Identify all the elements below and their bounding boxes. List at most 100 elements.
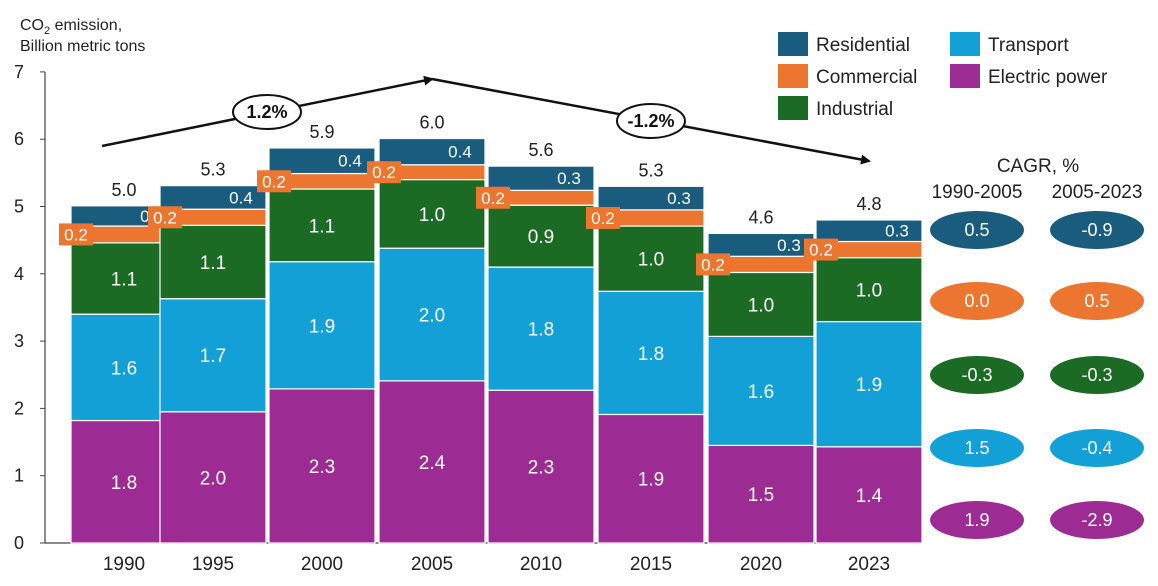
data-label-electric: 1.9 xyxy=(638,470,664,491)
bar-segment-residential xyxy=(487,165,595,191)
commercial-label-box xyxy=(696,253,730,276)
x-tick-label: 2010 xyxy=(520,554,562,575)
data-label-industrial: 1.0 xyxy=(856,281,882,302)
cagr-value-commercial: 0.5 xyxy=(1084,291,1109,311)
legend-swatch-industrial xyxy=(778,96,808,120)
cagr-value-electric: -2.9 xyxy=(1081,510,1112,530)
legend-label-electric: Electric power xyxy=(988,67,1108,88)
bar-segment-electric xyxy=(378,380,486,544)
cagr-pill-industrial xyxy=(930,356,1024,394)
y-tick-label: 6 xyxy=(14,129,24,149)
cagr-value-residential: -0.9 xyxy=(1081,220,1112,240)
bar-total-label: 5.3 xyxy=(200,160,225,180)
legend: Residential Transport Commercial Electric p… xyxy=(778,32,1108,120)
cagr-pill-residential xyxy=(1050,211,1144,249)
commercial-label-box xyxy=(804,238,838,261)
bar-total-label: 5.0 xyxy=(111,180,136,200)
data-label-residential: 0.4 xyxy=(448,143,472,162)
y-tick-label: 3 xyxy=(14,331,24,351)
x-tick-label: 2005 xyxy=(411,554,453,575)
bar-segment-transport xyxy=(378,247,486,382)
cagr-value-electric: 1.9 xyxy=(964,510,989,530)
trend-annotation-2-label: -1.2% xyxy=(627,111,674,131)
x-tick-label: 1990 xyxy=(103,554,145,575)
x-tick-label: 2000 xyxy=(301,554,343,575)
data-label-commercial: 0.2 xyxy=(372,163,396,182)
data-label-industrial: 1.1 xyxy=(200,253,226,274)
data-label-transport: 1.8 xyxy=(528,320,554,341)
bar-segment-electric xyxy=(268,388,376,544)
cagr-value-transport: -0.4 xyxy=(1081,438,1112,458)
data-label-electric: 1.5 xyxy=(748,485,774,506)
commercial-label-box xyxy=(148,206,182,229)
bar-segment-residential xyxy=(815,219,923,243)
bars: 1.81.61.10.20.35.02.01.71.10.20.45.32.31… xyxy=(59,113,923,544)
cagr-column-header: 1990-2005 xyxy=(932,182,1023,203)
bar-segment-transport xyxy=(707,335,815,447)
legend-label-residential: Residential xyxy=(816,35,910,56)
data-label-commercial: 0.2 xyxy=(64,225,88,244)
data-label-residential: 0.4 xyxy=(229,188,253,207)
bar-segment-transport xyxy=(597,290,705,416)
cagr-pill-transport xyxy=(1050,429,1144,467)
data-label-transport: 1.6 xyxy=(111,358,137,379)
commercial-label-box xyxy=(367,161,401,184)
bar-segment-transport xyxy=(70,313,178,422)
cagr-column-header: 2005-2023 xyxy=(1052,182,1143,203)
bar-total-label: 5.6 xyxy=(528,140,553,160)
data-label-industrial: 0.9 xyxy=(528,227,554,248)
data-label-transport: 2.0 xyxy=(419,306,445,327)
y-axis-label-line2: Billion metric tons xyxy=(20,38,145,55)
data-label-commercial: 0.2 xyxy=(262,172,286,191)
bar-segment-residential xyxy=(159,185,267,210)
bar-segment-industrial xyxy=(815,257,923,323)
commercial-label-box xyxy=(476,186,510,209)
data-label-electric: 2.3 xyxy=(309,457,335,478)
axes: 0 1 2 3 4 5 6 7 1990 1995 2000 2005 2010 2015 2020 2023 xyxy=(14,62,920,575)
y-axis-label-line1: CO2 emission, xyxy=(20,17,122,37)
bar-total-label: 5.9 xyxy=(309,122,334,142)
legend-label-industrial: Industrial xyxy=(816,99,893,120)
y-tick-label: 2 xyxy=(14,398,24,418)
bar-segment-transport xyxy=(159,298,267,413)
cagr-table: CAGR, % 1990-2005 2005-2023 0.5 -0.9 0.0 0.5 -0… xyxy=(930,156,1144,539)
data-label-transport: 1.9 xyxy=(856,375,882,396)
commercial-label-box xyxy=(586,206,620,229)
cagr-title: CAGR, % xyxy=(997,156,1079,177)
bar-segment-industrial xyxy=(378,178,486,249)
data-label-residential: 0.3 xyxy=(667,189,691,208)
bar-segment-industrial xyxy=(487,204,595,268)
bar-stack-2023: 1.4 1.9 1.0 0.2 0.34.8 xyxy=(804,194,923,544)
legend-swatch-transport xyxy=(950,32,980,56)
y-tick-label: 4 xyxy=(14,264,24,284)
bar-stack-1995: 2.0 1.7 1.1 0.2 0.45.3 xyxy=(148,160,267,544)
cagr-value-industrial: -0.3 xyxy=(1081,365,1112,385)
bar-segment-residential xyxy=(268,147,376,175)
data-label-electric: 1.4 xyxy=(856,486,883,507)
data-label-industrial: 1.1 xyxy=(309,216,335,237)
cagr-pill-electric xyxy=(1050,501,1144,539)
data-label-transport: 1.6 xyxy=(748,382,774,403)
x-tick-label: 2015 xyxy=(630,554,672,575)
y-tick-label: 1 xyxy=(14,466,24,486)
y-tick-label: 7 xyxy=(14,62,24,82)
bar-segment-industrial xyxy=(268,188,376,263)
data-label-electric: 2.4 xyxy=(419,453,446,474)
data-label-electric: 1.8 xyxy=(111,473,137,494)
trend-annotation-1-label: 1.2% xyxy=(246,102,287,122)
cagr-pill-industrial xyxy=(1050,356,1144,394)
data-label-transport: 1.9 xyxy=(309,316,335,337)
legend-label-transport: Transport xyxy=(988,35,1069,56)
bar-segment-electric xyxy=(597,413,705,544)
data-label-electric: 2.0 xyxy=(200,468,226,489)
bar-segment-transport xyxy=(268,261,376,390)
cagr-pill-commercial xyxy=(930,282,1024,320)
bar-segment-electric xyxy=(70,419,178,544)
data-label-residential: 0.3 xyxy=(885,222,909,241)
data-label-industrial: 1.1 xyxy=(111,270,137,291)
legend-swatch-commercial xyxy=(778,64,808,88)
cagr-value-transport: 1.5 xyxy=(964,438,989,458)
cagr-pill-residential xyxy=(930,211,1024,249)
y-tick-label: 5 xyxy=(14,197,24,217)
data-label-transport: 1.7 xyxy=(200,346,226,367)
